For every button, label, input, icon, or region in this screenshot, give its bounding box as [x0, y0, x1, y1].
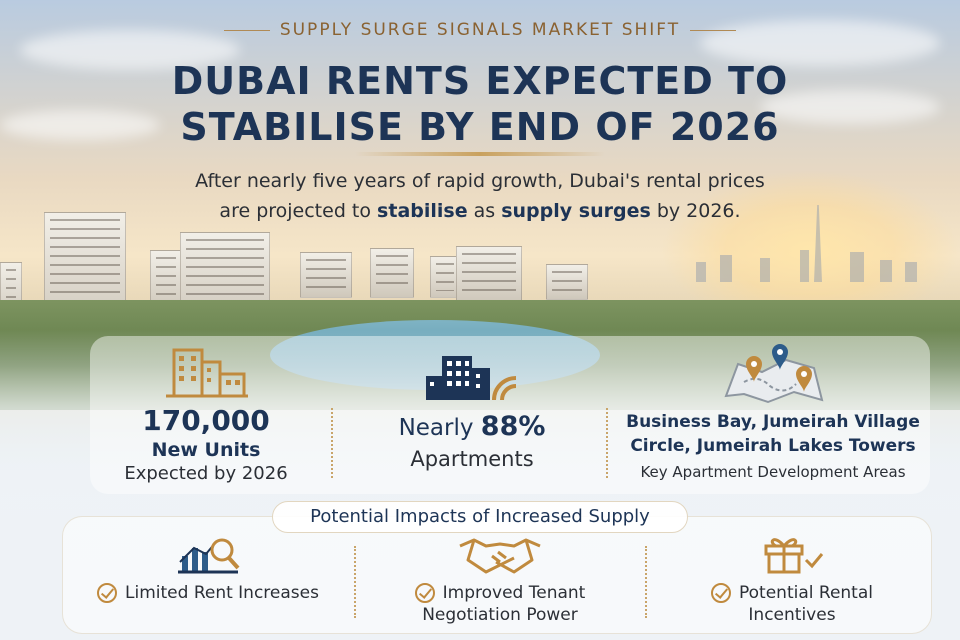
- subtitle-line-2: are projected to stabilise as supply sur…: [0, 196, 960, 226]
- skyline-building: [800, 250, 809, 282]
- impact-text: Improved Tenant: [442, 583, 586, 603]
- handshake-icon: [459, 538, 541, 574]
- stat-label-line-1: Business Bay, Jumeirah Village: [626, 412, 920, 432]
- stat-label: New Units: [151, 439, 261, 461]
- impacts-panel: [62, 516, 932, 634]
- impact-tenant-power: Improved Tenant Negotiation Power: [362, 532, 638, 626]
- residential-tower: [430, 256, 460, 298]
- check-icon: [414, 583, 435, 603]
- check-icon: [711, 583, 732, 603]
- stat-prefix: Nearly: [398, 415, 481, 441]
- title-line-1: DUBAI RENTS EXPECTED TO: [171, 59, 789, 103]
- impact-divider: [354, 546, 356, 618]
- subtitle: After nearly five years of rapid growth,…: [0, 166, 960, 226]
- impact-text-line-2: Negotiation Power: [422, 605, 578, 625]
- subtitle-text: by 2026.: [650, 200, 741, 222]
- skyline-building: [880, 260, 892, 282]
- stat-development-areas: Business Bay, Jumeirah Village Circle, J…: [616, 342, 930, 484]
- gift-icon: [764, 538, 824, 574]
- subtitle-line-1: After nearly five years of rapid growth,…: [195, 170, 765, 192]
- kicker-rule: [223, 29, 270, 31]
- stat-value: 170,000: [142, 404, 270, 437]
- check-icon: [97, 583, 118, 603]
- stat-divider: [606, 408, 608, 478]
- stat-label-line-2: Circle, Jumeirah Lakes Towers: [630, 436, 916, 456]
- impacts-title: Potential Impacts of Increased Supply: [272, 501, 688, 533]
- impact-text: Potential Rental: [739, 583, 873, 603]
- stat-caption: Key Apartment Development Areas: [640, 463, 906, 481]
- subtitle-text: are projected to: [219, 200, 378, 222]
- stat-value-row: Nearly 88%: [360, 410, 584, 447]
- residential-tower: [370, 248, 414, 298]
- subtitle-emphasis: stabilise: [377, 200, 468, 222]
- stat-apartments: Nearly 88% Apartments: [360, 352, 584, 471]
- skyline-building: [760, 258, 770, 282]
- impact-limited-rent: Limited Rent Increases: [70, 532, 346, 604]
- impact-label: Potential Rental: [654, 582, 930, 604]
- impact-divider: [645, 546, 647, 618]
- stat-new-units: 170,000 New Units Expected by 2026: [96, 344, 316, 486]
- subtitle-text: as: [467, 200, 502, 222]
- cloud: [0, 110, 160, 140]
- buildings-icon: [166, 348, 248, 398]
- stat-caption: Apartments: [410, 447, 534, 471]
- kicker-text: SUPPLY SURGE SIGNALS MARKET SHIFT: [279, 20, 681, 40]
- residential-tower: [546, 264, 588, 300]
- kicker-rule: [690, 29, 737, 31]
- chart-magnifier-icon: [178, 538, 240, 574]
- stat-value: 88%: [480, 411, 546, 442]
- impact-text-line-2: Incentives: [748, 605, 836, 625]
- page-title: DUBAI RENTS EXPECTED TO STABILISE BY END…: [0, 58, 960, 150]
- impact-label: Improved Tenant: [362, 582, 638, 604]
- cloud: [760, 90, 940, 124]
- apartment-icon: [426, 356, 517, 401]
- cloud: [20, 30, 240, 70]
- stat-divider: [331, 408, 333, 478]
- subtitle-emphasis: supply surges: [501, 200, 651, 222]
- burj-khalifa: [814, 205, 822, 282]
- stat-caption: Expected by 2026: [124, 463, 288, 484]
- impact-label: Limited Rent Increases: [70, 582, 346, 604]
- skyline-building: [905, 262, 917, 282]
- map-pins-icon: [724, 344, 824, 404]
- residential-tower: [456, 246, 522, 302]
- residential-tower: [300, 252, 352, 298]
- kicker: SUPPLY SURGE SIGNALS MARKET SHIFT: [0, 20, 960, 40]
- impact-rental-incentives: Potential Rental Incentives: [654, 530, 930, 626]
- cloud: [700, 20, 940, 66]
- skyline-building: [720, 255, 732, 282]
- title-line-2: STABILISE BY END OF 2026: [180, 105, 780, 149]
- skyline-building: [850, 252, 864, 282]
- title-underline: [355, 152, 605, 156]
- impact-text: Limited Rent Increases: [125, 583, 319, 603]
- skyline-building: [696, 262, 706, 282]
